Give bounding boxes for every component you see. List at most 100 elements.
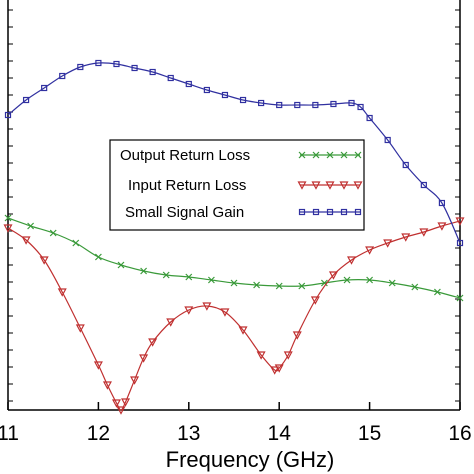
data-point-marker bbox=[256, 351, 266, 360]
data-point-marker bbox=[27, 222, 35, 230]
legend: Output Return Loss Input Return Loss Small… bbox=[109, 139, 365, 231]
data-point-marker bbox=[274, 364, 284, 373]
series-line bbox=[7, 62, 461, 244]
data-point-marker bbox=[298, 208, 306, 216]
data-point-marker bbox=[202, 302, 212, 311]
data-point-marker bbox=[4, 111, 12, 119]
data-point-marker bbox=[312, 101, 319, 109]
data-point-marker bbox=[41, 84, 48, 92]
data-point-marker bbox=[184, 306, 194, 315]
data-point-marker bbox=[72, 239, 80, 247]
legend-label: Small Signal Gain bbox=[125, 204, 244, 221]
data-point-marker bbox=[298, 151, 306, 159]
data-point-marker bbox=[258, 99, 265, 107]
data-point-marker bbox=[59, 72, 66, 80]
data-point-marker bbox=[384, 136, 391, 144]
data-point-marker bbox=[312, 151, 320, 159]
data-point-marker bbox=[39, 256, 49, 265]
data-point-marker bbox=[292, 331, 302, 340]
data-point-marker bbox=[388, 279, 396, 287]
series-layer bbox=[3, 59, 465, 415]
data-point-marker bbox=[411, 283, 419, 291]
data-point-marker bbox=[456, 239, 464, 247]
data-point-marker bbox=[116, 406, 126, 415]
legend-label: Output Return Loss bbox=[120, 147, 250, 164]
data-point-marker bbox=[238, 326, 248, 335]
data-point-marker bbox=[354, 151, 362, 159]
data-point-marker bbox=[340, 151, 348, 159]
data-point-marker bbox=[203, 86, 210, 94]
data-point-marker bbox=[383, 239, 393, 248]
data-point-marker bbox=[455, 217, 465, 226]
data-point-marker bbox=[149, 68, 156, 76]
data-point-marker bbox=[102, 381, 112, 390]
x-tick-label: 11 bbox=[0, 422, 19, 445]
data-point-marker bbox=[339, 181, 349, 190]
data-point-marker bbox=[402, 161, 409, 169]
data-point-marker bbox=[185, 80, 192, 88]
data-point-marker bbox=[207, 276, 215, 284]
data-point-marker bbox=[121, 398, 131, 407]
data-point-marker bbox=[325, 181, 335, 190]
data-point-marker bbox=[21, 236, 31, 245]
data-point-marker bbox=[347, 256, 357, 265]
data-point-marker bbox=[348, 99, 355, 107]
x-axis-ticks: 11 12 13 14 15 16 bbox=[0, 402, 472, 445]
data-point-marker bbox=[57, 288, 67, 297]
data-point-marker bbox=[117, 261, 125, 269]
x-tick-label: 15 bbox=[358, 422, 381, 445]
data-point-marker bbox=[320, 279, 328, 287]
data-point-marker bbox=[270, 366, 280, 375]
data-point-marker bbox=[22, 96, 30, 104]
data-point-marker bbox=[328, 271, 338, 280]
data-point-marker bbox=[311, 181, 321, 190]
data-point-marker bbox=[340, 208, 348, 216]
data-point-marker bbox=[131, 64, 138, 72]
data-point-marker bbox=[140, 267, 148, 275]
data-point-marker bbox=[343, 276, 351, 284]
legend-label: Input Return Loss bbox=[128, 177, 246, 194]
data-point-marker bbox=[239, 96, 247, 104]
x-tick-label: 12 bbox=[87, 422, 110, 445]
data-point-marker bbox=[162, 271, 170, 279]
data-point-marker bbox=[49, 229, 57, 237]
data-point-marker bbox=[111, 399, 121, 408]
data-point-marker bbox=[297, 181, 307, 190]
data-point-marker bbox=[166, 318, 176, 327]
data-point-marker bbox=[353, 181, 363, 190]
data-point-marker bbox=[3, 224, 13, 233]
data-point-marker bbox=[167, 74, 174, 82]
data-point-marker bbox=[94, 253, 102, 261]
data-point-marker bbox=[433, 288, 441, 296]
data-point-marker bbox=[354, 208, 362, 216]
data-point-marker bbox=[275, 282, 283, 290]
series-small-signal-gain bbox=[4, 59, 464, 247]
data-point-marker bbox=[330, 100, 337, 108]
data-point-marker bbox=[93, 361, 103, 370]
data-point-marker bbox=[130, 376, 140, 385]
data-point-marker bbox=[419, 228, 429, 237]
data-point-marker bbox=[366, 114, 373, 122]
x-axis-title: Frequency (GHz) bbox=[166, 447, 335, 472]
data-point-marker bbox=[4, 214, 12, 222]
x-tick-label: 14 bbox=[268, 422, 292, 445]
data-point-marker bbox=[139, 354, 149, 363]
data-point-marker bbox=[221, 91, 229, 99]
data-point-marker bbox=[298, 282, 306, 290]
data-point-marker bbox=[420, 181, 427, 189]
data-point-marker bbox=[437, 222, 447, 231]
data-point-marker bbox=[326, 208, 334, 216]
x-tick-label: 16 bbox=[448, 422, 471, 445]
series-input-return-loss bbox=[3, 217, 465, 415]
data-point-marker bbox=[148, 338, 158, 347]
series-output-return-loss bbox=[4, 214, 464, 302]
data-point-marker bbox=[77, 63, 84, 71]
x-tick-label: 13 bbox=[177, 422, 200, 445]
data-point-marker bbox=[185, 273, 193, 281]
data-point-marker bbox=[230, 279, 238, 287]
data-point-marker bbox=[253, 281, 261, 289]
data-point-marker bbox=[294, 101, 301, 109]
data-point-marker bbox=[326, 151, 334, 159]
